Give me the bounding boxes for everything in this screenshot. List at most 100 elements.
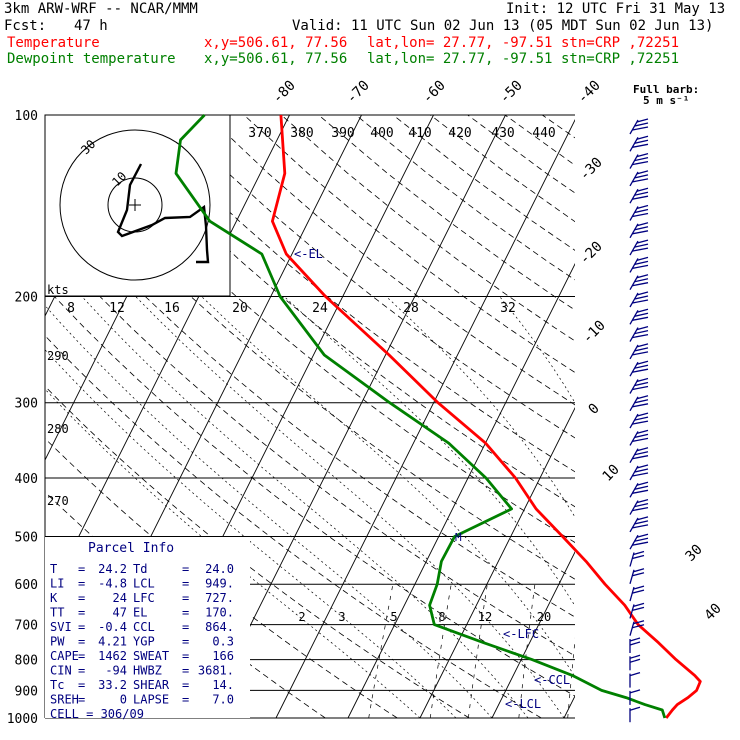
mixing-ratio-line: [612, 584, 623, 718]
wind-barb-staff: [629, 465, 639, 481]
wind-barb-flag: [632, 572, 645, 577]
wind-barb-staff: [629, 136, 639, 152]
parcel-row-label: CAPE: [50, 649, 79, 663]
theta-e-label: 440: [532, 126, 555, 141]
wind-barb-flag: [636, 325, 649, 331]
wind-barb-staff: [629, 517, 639, 533]
pressure-tick-label: 500: [15, 530, 38, 545]
wind-barb-flag: [632, 606, 645, 612]
level-annotation: <-LCL: [505, 697, 541, 711]
wind-barb-flag: [632, 247, 649, 252]
temperature-legend: Temperature: [7, 35, 100, 51]
valid-time: Valid: 11 UTC Sun 02 Jun 13 (05 MDT Sun …: [292, 18, 714, 34]
wind-barb-flag: [634, 433, 649, 439]
wind-barb-staff: [629, 292, 639, 308]
wind-barb-staff: [629, 534, 639, 550]
wind-barb-flag: [634, 537, 649, 542]
wind-barb-flag: [636, 256, 649, 262]
dry-adiabat-line: [45, 237, 575, 657]
wind-barb-flag: [634, 208, 649, 214]
wind-barb-flag: [632, 403, 649, 408]
hodograph-speed-label: 12: [109, 301, 125, 316]
wind-speed-label: 30: [683, 542, 706, 565]
temperature-xy: x,y=506.61, 77.56: [204, 35, 348, 51]
wind-barb-flag: [636, 464, 649, 469]
parcel-row-value: 949.: [205, 577, 234, 591]
dewpoint-xy: x,y=506.61, 77.56: [204, 51, 348, 67]
parcel-row-eq: =: [78, 693, 85, 707]
wind-barb-flag: [629, 689, 641, 694]
wind-barb-staff: [629, 154, 639, 169]
wind-barb-staff: [629, 569, 635, 584]
wind-barb-flag: [636, 429, 649, 435]
wind-barb-flag: [634, 226, 649, 231]
parcel-row-eq: =: [78, 577, 85, 591]
level-marker: M: [455, 531, 462, 544]
wind-barb-flag: [633, 550, 645, 556]
barb-note-title: Full barb:: [633, 83, 699, 96]
theta-e-label: 390: [331, 126, 354, 141]
parcel-row-value: 0.3: [212, 635, 234, 649]
hodograph-speed-label: 16: [164, 301, 180, 316]
moist-adiabat-line: [201, 296, 575, 678]
wind-barb-flag: [632, 589, 645, 594]
parcel-row-value: 166: [212, 649, 234, 663]
wind-barb-flag: [632, 489, 649, 494]
mixing-ratio-label: 20: [537, 610, 551, 624]
dry-adiabat-line: [206, 115, 575, 406]
wind-barb-staff: [629, 171, 639, 187]
wind-barb-staff: [629, 188, 639, 204]
wind-barb-flag: [632, 506, 649, 512]
isotherm-line: [491, 550, 575, 718]
wind-barb-staff: [629, 448, 639, 464]
hodograph-axis-label: kts: [47, 283, 69, 297]
parcel-row-label: K: [50, 591, 58, 605]
parcel-row-eq: =: [78, 635, 85, 649]
wind-barb-flag: [634, 502, 649, 508]
wind-barb-flag: [629, 671, 641, 677]
parcel-row-value: -94: [105, 664, 127, 678]
pressure-tick-label: 600: [15, 578, 38, 593]
parcel-row-value: 4.21: [98, 635, 127, 649]
moist-adiabat-line: [283, 296, 575, 607]
parcel-row-value: 170.: [205, 606, 234, 620]
parcel-row-label: HWBZ: [133, 664, 162, 678]
wind-barb-flag: [629, 658, 641, 663]
isotherm-line: [636, 115, 740, 718]
theta-e-label: 370: [248, 126, 271, 141]
wind-barb-flag: [633, 568, 645, 573]
wind-barb-flag: [632, 178, 649, 183]
wind-barb-flag: [636, 152, 649, 158]
wind-barb-flag: [632, 455, 649, 460]
parcel-row-label: LCL: [133, 577, 155, 591]
wind-barb-flag: [632, 420, 649, 425]
parcel-info-box: [45, 537, 250, 718]
parcel-row-eq: =: [182, 678, 189, 692]
parcel-info-title: Parcel Info: [88, 541, 174, 556]
wind-barb-flag: [632, 385, 649, 391]
wind-barb-flag: [636, 343, 649, 348]
parcel-row-value: -4.8: [98, 577, 127, 591]
dewpoint-profile: [174, 114, 667, 719]
wind-barb-flag: [634, 485, 649, 490]
parcel-cell: CELL = 306/09: [50, 707, 144, 721]
wind-barb-flag: [632, 195, 649, 200]
pressure-tick-label: 1000: [7, 712, 38, 727]
parcel-row-label: EL: [133, 606, 147, 620]
moist-adiabat-line: [45, 388, 421, 718]
wind-barb-staff: [629, 344, 639, 360]
isotherm-line: [563, 694, 575, 718]
wind-barb-flag: [636, 360, 649, 365]
mixing-ratio-label: 3: [338, 610, 345, 624]
wind-barb-staff: [629, 258, 639, 273]
wind-barb-flag: [633, 620, 645, 625]
hodograph-speed-label: 20: [232, 301, 248, 316]
isotherm-label: -40: [575, 78, 604, 107]
theta-e-label: 420: [448, 126, 471, 141]
parcel-row-value: 47: [113, 606, 127, 620]
mixing-ratio-label: 12: [478, 610, 492, 624]
wind-barb-flag: [636, 135, 649, 140]
parcel-row-value: 24: [113, 591, 127, 605]
parcel-row-label: SREH: [50, 693, 79, 707]
